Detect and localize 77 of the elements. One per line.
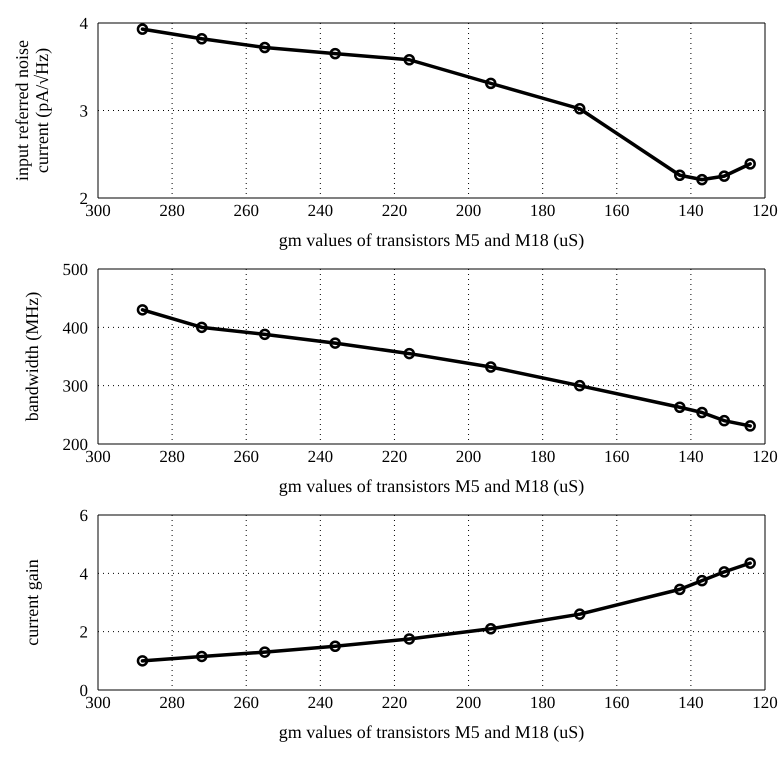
y-tick-label: 4: [80, 564, 88, 584]
x-tick-label: 240: [308, 447, 334, 466]
point: [404, 633, 416, 645]
x-tick-label: 220: [382, 693, 408, 712]
x-axis-title: gm values of transistors M5 and M18 (uS): [278, 476, 584, 496]
point: [329, 640, 341, 652]
x-axis-title: gm values of transistors M5 and M18 (uS): [278, 722, 584, 742]
point: [574, 608, 586, 620]
y-tick-label: 3: [80, 102, 88, 121]
point: [696, 174, 708, 186]
y-tick-label: 0: [80, 681, 88, 700]
point: [744, 158, 756, 170]
x-tick-label: 140: [678, 693, 704, 712]
x-tick-label: 140: [678, 447, 704, 466]
x-tick-label: 160: [604, 201, 630, 220]
point: [674, 170, 686, 181]
y-tick-label: 2: [80, 622, 88, 642]
x-tick-label: 180: [530, 447, 556, 466]
point: [744, 557, 756, 569]
y-tick-label: 6: [80, 506, 88, 526]
x-tick-label: 280: [159, 447, 185, 466]
y-tick-label: 400: [62, 318, 88, 338]
point: [696, 406, 708, 418]
y-tick-label: 500: [62, 260, 88, 280]
x-tick-label: 160: [604, 693, 630, 712]
point: [196, 650, 208, 662]
x-tick-label: 120: [752, 693, 778, 712]
y-tick-label: 2: [80, 189, 88, 208]
x-tick-label: 280: [159, 201, 185, 220]
point: [196, 322, 208, 334]
x-tick-label: 120: [752, 201, 778, 220]
point: [259, 328, 270, 340]
point: [404, 348, 416, 360]
point: [718, 170, 730, 182]
y-tick-label: 300: [62, 376, 88, 396]
x-tick-label: 240: [308, 693, 334, 712]
x-axis-title: gm values of transistors M5 and M18 (uS): [278, 230, 584, 250]
x-tick-label: 220: [382, 201, 408, 220]
point: [485, 361, 497, 373]
x-tick-label: 160: [604, 447, 630, 466]
y-tick-label: 4: [80, 14, 88, 34]
x-tick-label: 220: [382, 447, 408, 466]
x-tick-label: 260: [233, 447, 259, 466]
point: [718, 566, 730, 578]
point: [136, 23, 148, 35]
y-axis-title: bandwidth (MHz): [22, 292, 42, 422]
x-tick-label: 120: [752, 447, 778, 466]
y-axis-title: current gain: [22, 559, 42, 646]
point: [744, 420, 756, 432]
point: [485, 623, 497, 634]
point: [136, 655, 148, 667]
point: [329, 337, 341, 349]
x-tick-label: 140: [678, 201, 704, 220]
x-tick-label: 200: [456, 447, 482, 466]
point: [329, 48, 341, 60]
x-tick-label: 180: [530, 201, 556, 220]
x-tick-label: 200: [456, 201, 482, 220]
x-tick-label: 180: [530, 693, 556, 712]
y-axis-title: input referred noise current (pA/√Hz): [12, 40, 52, 181]
x-tick-label: 240: [308, 201, 334, 220]
point: [259, 42, 270, 54]
point: [718, 414, 730, 426]
point: [136, 304, 148, 316]
x-tick-label: 260: [233, 201, 259, 220]
point: [404, 54, 416, 66]
point: [674, 584, 686, 596]
x-tick-label: 200: [456, 693, 482, 712]
point: [574, 380, 586, 392]
point: [574, 103, 586, 114]
x-tick-label: 260: [233, 693, 259, 712]
point: [259, 646, 270, 658]
y-tick-label: 200: [62, 435, 88, 454]
point: [196, 33, 208, 44]
x-tick-label: 280: [159, 693, 185, 712]
point: [696, 574, 708, 586]
point: [485, 78, 497, 90]
point: [674, 402, 686, 413]
